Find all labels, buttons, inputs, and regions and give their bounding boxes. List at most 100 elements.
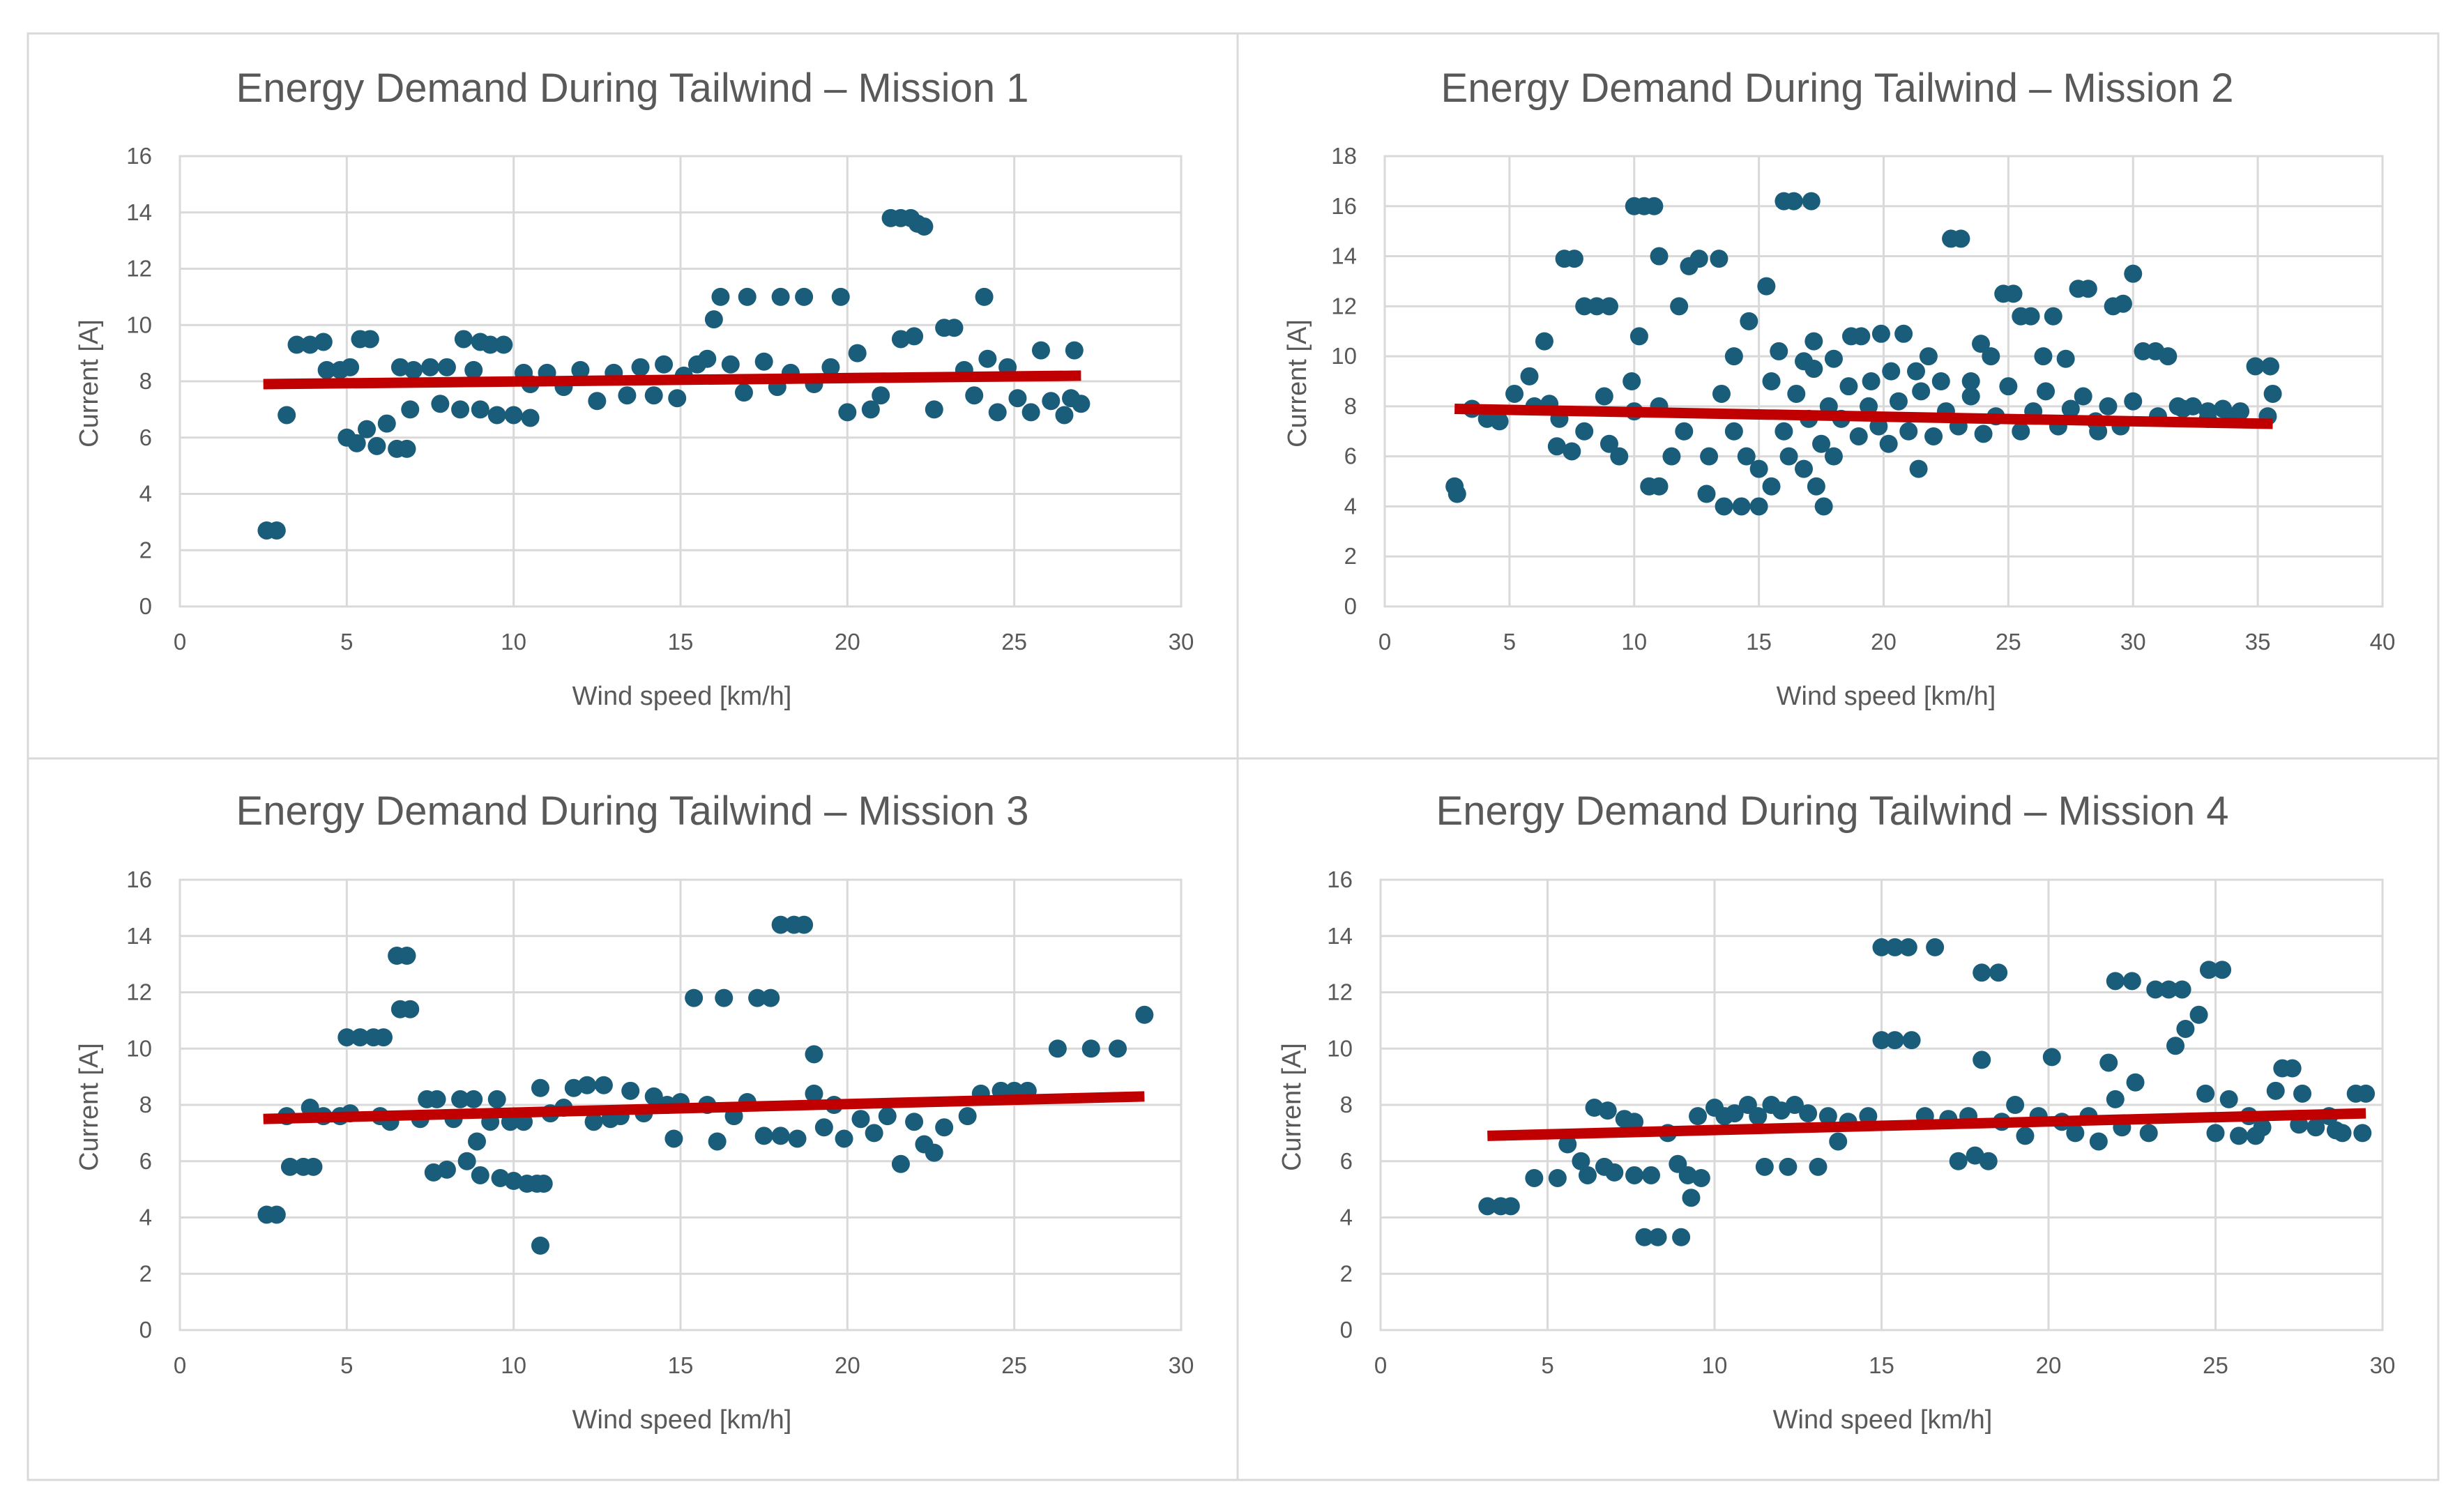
x-tick-label: 20 (835, 1352, 860, 1378)
x-tick-label: 30 (2120, 629, 2146, 655)
data-point (1021, 403, 1040, 422)
data-point (531, 1078, 549, 1097)
data-point (771, 1127, 790, 1145)
data-point (594, 1076, 613, 1094)
data-point (1650, 477, 1669, 496)
data-point (2124, 264, 2143, 283)
data-point (451, 400, 470, 419)
x-tick-label: 30 (2370, 1352, 2396, 1378)
data-point (2266, 1081, 2285, 1100)
data-point (771, 287, 790, 306)
data-point (1909, 459, 1928, 478)
data-point (464, 360, 483, 379)
data-point (1784, 192, 1803, 211)
data-point (2230, 1127, 2249, 1145)
data-point (754, 352, 773, 371)
data-point (1829, 1132, 1848, 1151)
y-tick-label: 16 (1327, 866, 1353, 892)
data-point (1972, 335, 1991, 353)
data-point (1973, 963, 1991, 982)
data-point (1692, 1168, 1710, 1187)
data-point (2139, 1124, 2158, 1143)
tick-labels: 0 2 4 6 8 10 12 14 16 0 5 10 15 20 25 30 (1327, 866, 2395, 1378)
data-point (1595, 387, 1613, 406)
data-point (704, 310, 723, 329)
y-tick-label: 0 (1340, 1317, 1353, 1343)
trendline (1487, 1108, 2366, 1141)
data-point (1787, 384, 1806, 403)
x-tick-label: 25 (1001, 629, 1027, 655)
data-point (1623, 372, 1641, 390)
data-point (2044, 307, 2062, 326)
data-point (571, 360, 590, 379)
data-point (1924, 427, 1943, 445)
data-point (2283, 1059, 2302, 1078)
y-tick-label: 4 (139, 1205, 152, 1230)
data-point (715, 988, 734, 1007)
x-axis-title: Wind speed [km/h] (572, 1405, 792, 1435)
data-point (1732, 497, 1751, 516)
data-point (404, 360, 423, 379)
data-point (1042, 392, 1061, 411)
data-point (1635, 1228, 1654, 1246)
data-point (1548, 1168, 1567, 1187)
data-point (1697, 484, 1716, 503)
data-point (437, 358, 456, 376)
data-point (2113, 294, 2132, 313)
data-point (1008, 389, 1027, 408)
data-point (471, 400, 489, 419)
chart-title: Energy Demand During Tailwind – Mission … (236, 66, 1029, 111)
data-point (1979, 1152, 1998, 1170)
data-point (1872, 938, 1891, 956)
data-point (1824, 447, 1843, 466)
data-point (337, 1028, 356, 1047)
data-point (494, 335, 513, 354)
data-point (1610, 447, 1629, 466)
data-point (1860, 397, 1878, 415)
data-point (1501, 1197, 1520, 1216)
data-point (2176, 1019, 2195, 1038)
data-point (1755, 1157, 1774, 1176)
data-point (795, 287, 814, 306)
data-point (2189, 1005, 2208, 1024)
y-tick-label: 12 (126, 256, 152, 282)
x-tick-label: 5 (340, 629, 353, 655)
data-point (304, 1157, 323, 1176)
x-tick-label: 5 (340, 1352, 353, 1378)
data-point (2293, 1084, 2312, 1103)
data-point (838, 403, 857, 422)
data-point (988, 403, 1007, 422)
data-point (2353, 1124, 2372, 1143)
data-point (2056, 349, 2075, 368)
data-point (1689, 1107, 1708, 1126)
x-tick-label: 40 (2370, 629, 2396, 655)
x-tick-label: 5 (1503, 629, 1516, 655)
data-point (267, 521, 286, 540)
y-axis-title: Current [A] (75, 1043, 104, 1171)
data-point (631, 358, 650, 376)
data-point (504, 406, 523, 425)
tick-labels: 0 2 4 6 8 10 12 14 16 0 5 10 15 20 25 30 (126, 866, 1194, 1378)
y-tick-label: 14 (1331, 243, 1357, 269)
data-point (1839, 377, 1858, 396)
data-point (367, 436, 386, 455)
data-point (925, 1143, 943, 1162)
data-point (1872, 1031, 1891, 1050)
data-point (1109, 1039, 1127, 1058)
data-point (621, 1081, 640, 1100)
gridlines (1379, 878, 2384, 1331)
data-point (1572, 1152, 1590, 1170)
x-tick-label: 25 (1996, 629, 2021, 655)
x-tick-label: 15 (1869, 1352, 1894, 1378)
data-point (1931, 372, 1950, 390)
data-point (2042, 1048, 2061, 1067)
data-point (698, 349, 717, 368)
data-point (2037, 382, 2056, 401)
data-point (1757, 277, 1776, 296)
data-point (1807, 477, 1825, 496)
data-point (2166, 1037, 2185, 1055)
data-point (1849, 427, 1868, 445)
data-point (360, 330, 379, 349)
x-axis-title: Wind speed [km/h] (572, 682, 792, 711)
